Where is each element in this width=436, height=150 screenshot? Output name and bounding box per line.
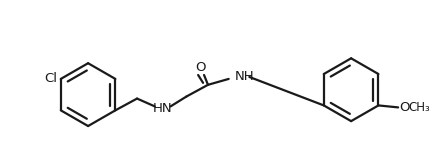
Text: NH: NH (235, 70, 254, 83)
Text: CH₃: CH₃ (408, 101, 430, 114)
Text: O: O (399, 101, 409, 114)
Text: O: O (195, 61, 205, 74)
Text: HN: HN (153, 102, 173, 115)
Text: Cl: Cl (44, 72, 57, 86)
